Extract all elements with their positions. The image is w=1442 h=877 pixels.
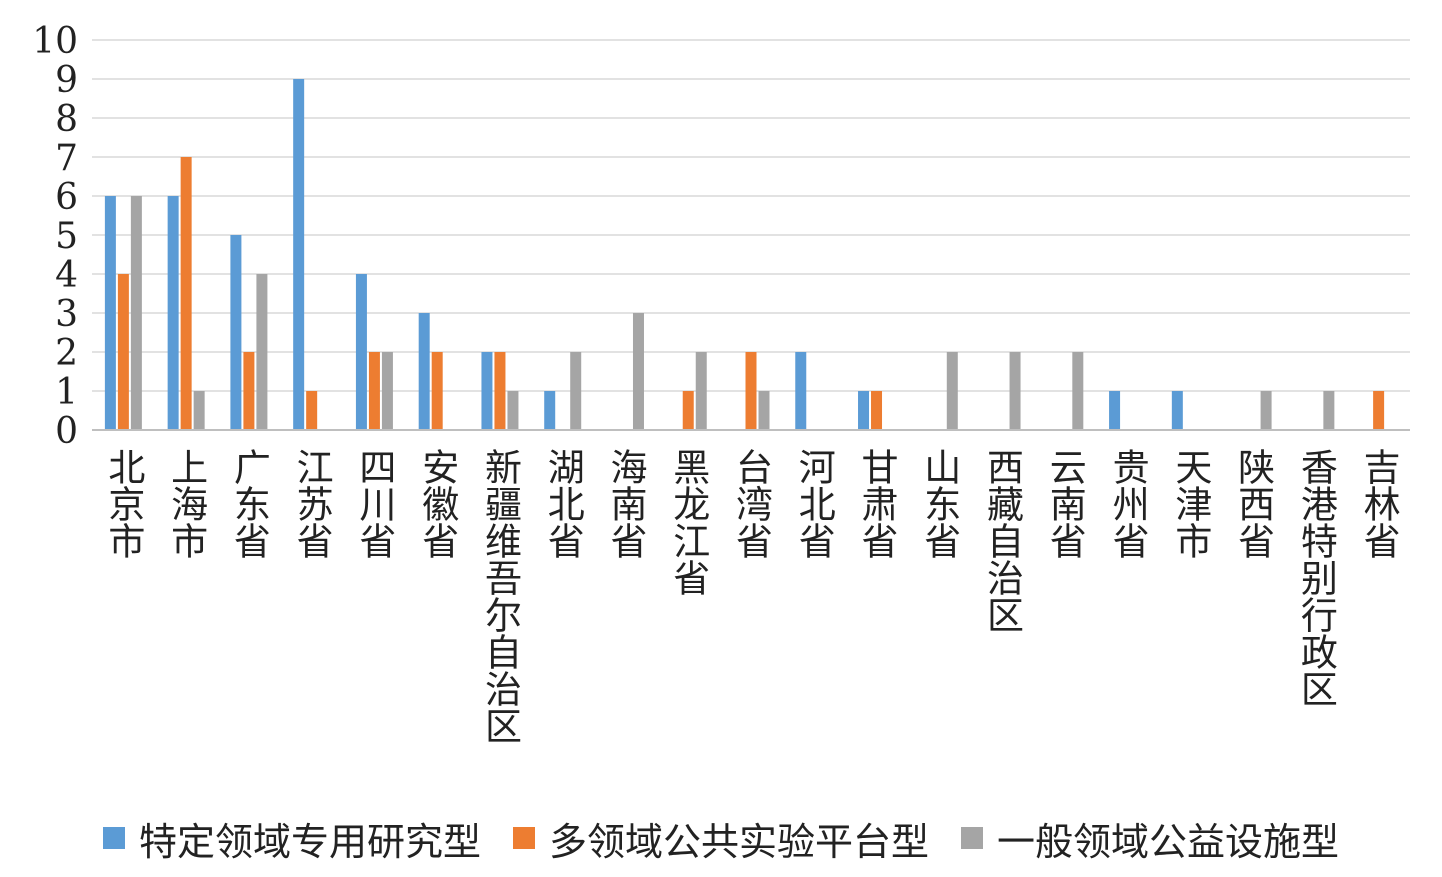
bar-广东省-series-3 — [256, 274, 268, 430]
legend-item-series-2: 多领域公共实验平台型 — [512, 811, 929, 866]
x-tick-label-2: 广东省 — [227, 448, 270, 559]
x-tick-label-12: 甘肃省 — [855, 448, 898, 559]
x-tick-label-10: 台湾省 — [730, 448, 773, 559]
bar-北京市-series-1 — [104, 196, 116, 430]
bar-安徽省-series-2 — [431, 352, 443, 430]
y-tick-label-3: 3 — [55, 294, 78, 335]
bar-甘肃省-series-1 — [858, 391, 870, 430]
x-tick-label-15: 云南省 — [1043, 448, 1086, 559]
bar-西藏自治区-series-3 — [1009, 352, 1021, 430]
y-tick-label-1: 1 — [55, 372, 78, 413]
x-tick-label-13: 山东省 — [918, 448, 961, 559]
y-tick-label-10: 10 — [32, 21, 78, 62]
bar-北京市-series-2 — [117, 274, 129, 430]
legend-item-series-3: 一般领域公益设施型 — [961, 811, 1339, 866]
y-tick-label-4: 4 — [55, 255, 78, 296]
bar-广东省-series-2 — [243, 352, 255, 430]
bar-湖北省-series-1 — [544, 391, 556, 430]
bar-四川省-series-3 — [381, 352, 393, 430]
bar-江苏省-series-2 — [306, 391, 318, 430]
bar-云南省-series-3 — [1072, 352, 1084, 430]
x-tick-label-8: 海南省 — [604, 448, 647, 559]
bar-新疆维吾尔自治区-series-2 — [494, 352, 506, 430]
bar-新疆维吾尔自治区-series-1 — [481, 352, 493, 430]
x-tick-label-11: 河北省 — [792, 448, 835, 559]
bar-陕西省-series-3 — [1260, 391, 1272, 430]
x-tick-label-14: 西藏自治区 — [981, 448, 1024, 633]
legend-label-series-1: 特定领域专用研究型 — [138, 819, 481, 864]
y-tick-label-9: 9 — [55, 60, 78, 101]
bar-黑龙江省-series-3 — [695, 352, 707, 430]
legend-label-series-2: 多领域公共实验平台型 — [548, 819, 929, 864]
bar-台湾省-series-2 — [745, 352, 757, 430]
legend-item-series-1: 特定领域专用研究型 — [102, 811, 481, 866]
legend-label-series-3: 一般领域公益设施型 — [997, 819, 1340, 864]
bar-河北省-series-1 — [795, 352, 807, 430]
x-axis: 北京市 上海市 广东省 江苏省 四川省 安徽省 新疆维吾尔自治区 湖北省 海南省 黑龙江省 台湾省河… — [92, 429, 1410, 744]
legend-swatch-series-2 — [512, 827, 535, 849]
legend-swatch-series-3 — [961, 827, 983, 849]
x-tick-label-5: 安徽省 — [416, 448, 460, 559]
y-tick-label-6: 6 — [55, 177, 78, 218]
bar-新疆维吾尔自治区-series-3 — [507, 391, 519, 430]
x-tick-label-16: 贵州省 — [1106, 448, 1149, 559]
x-tick-label-9: 黑龙江省 — [667, 448, 710, 596]
x-tick-label-4: 四川省 — [353, 448, 396, 559]
bars — [104, 79, 1385, 430]
y-tick-label-2: 2 — [55, 333, 78, 374]
y-tick-label-7: 7 — [55, 138, 78, 179]
bar-上海市-series-1 — [167, 196, 179, 430]
x-tick-label-17: 天津市 — [1169, 448, 1212, 559]
bar-湖北省-series-3 — [570, 352, 582, 430]
bar-香港特别行政区-series-3 — [1323, 391, 1335, 430]
bar-黑龙江省-series-2 — [682, 391, 694, 430]
legend: 特定领域专用研究型 多领域公共实验平台型 一般领域公益设施型 — [0, 806, 1442, 870]
bar-吉林省-series-2 — [1373, 391, 1385, 430]
bar-江苏省-series-1 — [293, 79, 305, 430]
x-tick-label-18: 陕西省 — [1232, 448, 1275, 559]
x-tick-label-1: 上海市 — [165, 448, 208, 559]
x-tick-label-20: 吉林省 — [1357, 448, 1400, 559]
legend-swatch-series-1 — [102, 827, 125, 849]
bar-山东省-series-3 — [946, 352, 958, 430]
y-tick-label-8: 8 — [55, 99, 78, 140]
bar-上海市-series-3 — [193, 391, 205, 430]
y-tick-label-0: 0 — [55, 411, 78, 452]
bar-安徽省-series-1 — [418, 313, 430, 430]
bar-四川省-series-2 — [368, 352, 380, 430]
bar-上海市-series-2 — [180, 157, 192, 430]
bar-甘肃省-series-2 — [871, 391, 883, 430]
bar-广东省-series-1 — [230, 235, 242, 430]
x-tick-label-7: 湖北省 — [541, 448, 584, 559]
bar-四川省-series-1 — [355, 274, 367, 430]
bar-贵州省-series-1 — [1109, 391, 1121, 430]
x-tick-label-6: 新疆维吾尔自治区 — [478, 448, 521, 744]
bar-台湾省-series-3 — [758, 391, 770, 430]
bar-海南省-series-3 — [632, 313, 644, 430]
x-tick-label-0: 北京市 — [102, 448, 145, 559]
bar-天津市-series-1 — [1171, 391, 1183, 430]
bar-北京市-series-3 — [130, 196, 142, 430]
x-tick-label-3: 江苏省 — [290, 448, 333, 559]
y-tick-label-5: 5 — [55, 216, 78, 257]
x-tick-label-19: 香港特别行政区 — [1294, 448, 1338, 707]
